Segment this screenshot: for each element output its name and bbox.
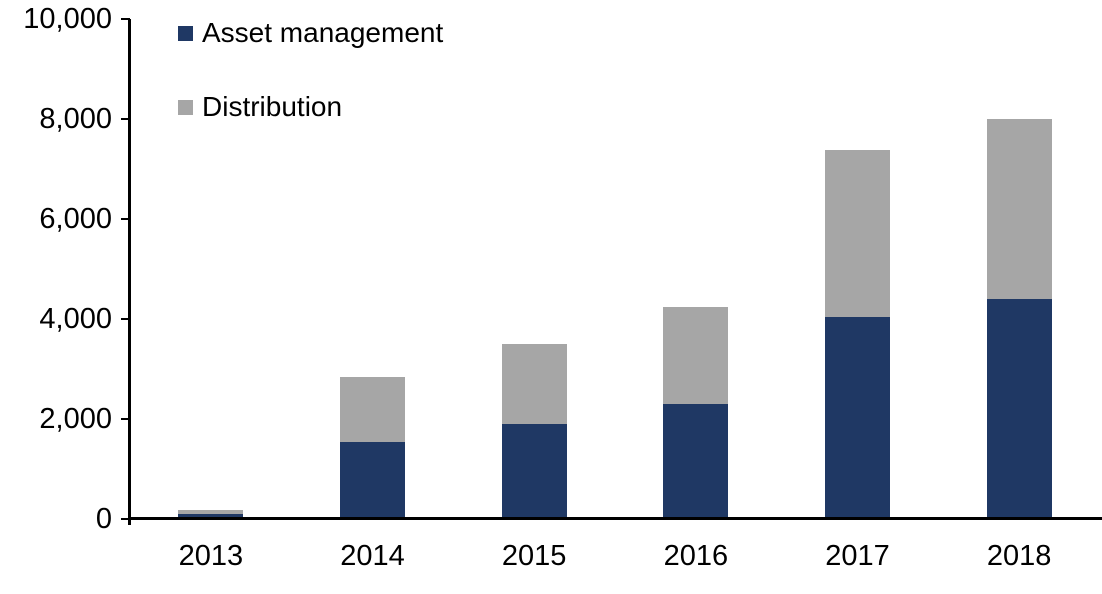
y-axis-line [128, 19, 131, 525]
x-tick-label-2015: 2015 [501, 540, 567, 572]
bar-2018-distribution [986, 119, 1052, 299]
x-tick-label-2016: 2016 [663, 540, 729, 572]
y-tick-mark [121, 118, 130, 120]
bar-2017-distribution [825, 150, 890, 317]
bar-2017-asset-management [825, 316, 890, 519]
y-tick-mark [121, 218, 130, 220]
y-tick-label: 6,000 [39, 203, 112, 235]
y-tick-label: 10,000 [23, 3, 112, 35]
bar-2013-asset-management [178, 514, 244, 519]
bar-2013-distribution [178, 510, 244, 514]
legend-item-asset-management: Asset management [178, 17, 444, 48]
y-tick-mark [121, 318, 130, 320]
bar-2016-distribution [663, 306, 729, 404]
x-tick-label-2018: 2018 [986, 540, 1052, 572]
y-tick-label: 2,000 [39, 403, 112, 435]
bar-2018-asset-management [986, 299, 1052, 519]
legend-swatch-distribution [178, 99, 193, 115]
bar-2014-asset-management [340, 441, 405, 519]
y-tick-mark [121, 518, 130, 520]
y-tick-label: 8,000 [39, 103, 112, 135]
y-tick-mark [121, 418, 130, 420]
x-tick-label-2013: 2013 [178, 540, 244, 572]
legend-label-distribution: Distribution [202, 91, 343, 122]
bar-2015-asset-management [501, 424, 567, 519]
legend-swatch-asset-management [178, 25, 193, 41]
x-tick-label-2017: 2017 [825, 540, 890, 572]
y-tick-mark [121, 18, 130, 20]
x-axis-line [128, 517, 1102, 520]
y-tick-label: 0 [95, 503, 112, 535]
bar-2016-asset-management [663, 404, 729, 519]
legend-label-asset-management: Asset management [202, 17, 444, 48]
bar-2015-distribution [501, 344, 567, 424]
y-tick-label: 4,000 [39, 303, 112, 335]
legend-item-distribution: Distribution [178, 91, 343, 122]
bar-2014-distribution [340, 376, 405, 442]
x-tick-label-2014: 2014 [340, 540, 405, 572]
